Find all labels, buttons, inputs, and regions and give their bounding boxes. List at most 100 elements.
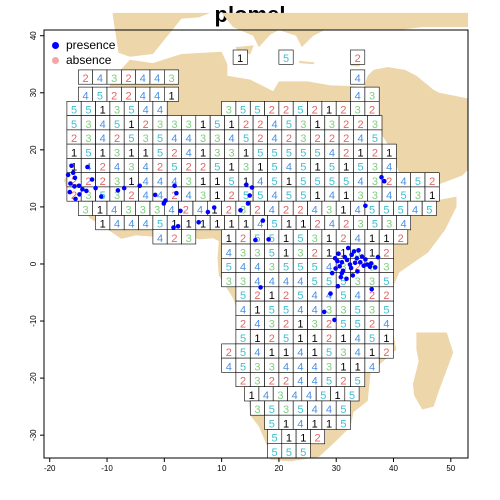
grid-cell-code: 1: [315, 190, 321, 202]
grid-cell-code: 5: [71, 105, 77, 117]
grid-cell-code: 4: [140, 73, 146, 85]
grid-cell-code: 2: [340, 105, 346, 117]
grid-cell-code: 5: [286, 147, 292, 159]
grid-cell-code: 1: [71, 147, 77, 159]
presence-point: [339, 260, 345, 265]
grid-cell-code: 4: [254, 319, 260, 331]
grid-cell-code: 5: [272, 147, 278, 159]
grid-cell-code: 5: [326, 276, 332, 288]
grid-cell-code: 4: [369, 361, 375, 373]
grid-cell-code: 2: [269, 105, 275, 117]
grid-cell-code: 3: [269, 361, 275, 373]
grid-cell-code: 2: [157, 162, 163, 174]
grid-cell-code: 4: [286, 162, 292, 174]
grid-cell: [181, 229, 197, 245]
grid-cell-code: 4: [171, 176, 177, 188]
grid-cell-code: 5: [297, 105, 303, 117]
grid-cell-code: 5: [312, 262, 318, 274]
grid-cells-layer: 1 5 22 4 3 2 4 4 3 44 5 2 2 4 4 1 4 35 5 1 3 5 4 4 3 5 5 2 2 5 2 1 2 3 25 3…: [66, 49, 440, 459]
presence-point: [347, 262, 353, 267]
grid-cell-code: 4: [154, 90, 160, 102]
grid-cell-code: 4: [312, 404, 318, 416]
grid-cell-code: 1: [386, 147, 392, 159]
grid-cell-code: 2: [171, 233, 177, 245]
presence-point: [174, 190, 179, 196]
presence-point: [350, 273, 356, 278]
grid-cell-code: 2: [343, 133, 349, 145]
grid-cell-code: 2: [372, 147, 378, 159]
grid-cell-code: 4: [269, 276, 275, 288]
grid-cell-code: 1: [143, 147, 149, 159]
legend-absence-label: absence: [66, 53, 112, 67]
grid-cell-code: 3: [300, 133, 306, 145]
grid-cell-code: 1: [326, 105, 332, 117]
grid-cell-code: 4: [412, 205, 418, 217]
grid-cell-code: 5: [157, 147, 163, 159]
grid-cell: [364, 357, 380, 373]
grid-cell-code: 2: [257, 133, 263, 145]
grid-cell-code: 5: [240, 105, 246, 117]
grid-cell-code: 5: [349, 390, 355, 402]
grid-cell-code: 5: [340, 290, 346, 302]
grid-cell-code: 1: [383, 233, 389, 245]
grid-cell-code: 3: [128, 162, 134, 174]
grid-cell-code: 3: [326, 304, 332, 316]
grid-cell-code: 2: [312, 247, 318, 259]
grid-cell-code: 3: [82, 205, 88, 217]
grid-cell-code: 5: [340, 419, 346, 431]
grid-cell-code: 5: [229, 176, 235, 188]
grid-cell-code: 5: [286, 119, 292, 131]
grid-cell-code: 3: [326, 205, 332, 217]
grid-cell: [310, 429, 325, 445]
grid-cell-code: 2: [254, 290, 260, 302]
grid-cell-code: 5: [343, 176, 349, 188]
grid-cell-code: 4: [254, 262, 260, 274]
grid-cell-code: 4: [240, 262, 246, 274]
grid-cell-code: 2: [315, 433, 321, 445]
presence-point: [336, 251, 341, 256]
grid-cell-code: 3: [369, 90, 375, 102]
grid-cell-code: 2: [240, 233, 246, 245]
grid-cell-code: 3: [369, 304, 375, 316]
grid-cell-code: 4: [272, 190, 278, 202]
grid-cell-code: 3: [300, 119, 306, 131]
presence-point: [65, 172, 71, 178]
grid-cell-code: 4: [292, 390, 298, 402]
grid-cell-code: 2: [286, 133, 292, 145]
presence-point: [328, 291, 333, 296]
grid-cell-code: 5: [340, 276, 346, 288]
grid-cell-code: 3: [254, 361, 260, 373]
grid-cell-code: 3: [243, 162, 249, 174]
presence-point: [344, 257, 350, 263]
grid-cell-code: 1: [343, 190, 349, 202]
grid-cell-code: 1: [300, 433, 306, 445]
grid-cell-code: 2: [128, 190, 134, 202]
grid-cell-code: 3: [114, 105, 120, 117]
grid-cell-code: 3: [186, 176, 192, 188]
grid-cell-code: 4: [355, 233, 361, 245]
y-tick-label: -30: [29, 429, 38, 441]
grid-cell-code: 4: [272, 119, 278, 131]
grid-cell-code: 5: [128, 105, 134, 117]
presence-point: [260, 218, 266, 223]
grid-cell-code: 3: [269, 319, 275, 331]
grid-cell-code: 1: [100, 219, 106, 231]
grid-cell-code: 1: [286, 219, 292, 231]
grid-cell-code: 5: [372, 219, 378, 231]
grid-cell-code: 5: [300, 176, 306, 188]
grid-cell-code: 4: [326, 262, 332, 274]
grid-cell-code: 1: [326, 419, 332, 431]
presence-point: [258, 285, 263, 290]
grid-cell-code: 2: [257, 119, 263, 131]
y-tick-label: -10: [29, 315, 38, 327]
grid-cell-code: 5: [297, 233, 303, 245]
grid-cell-code: 3: [355, 276, 361, 288]
presence-point: [368, 261, 374, 266]
legend-presence-label: presence: [66, 38, 116, 52]
grid-cell-code: 1: [326, 233, 332, 245]
grid-cell-code: 5: [329, 176, 335, 188]
grid-cell-code: 2: [343, 219, 349, 231]
grid-cell-code: 1: [300, 219, 306, 231]
presence-point: [352, 260, 358, 266]
presence-point: [73, 196, 78, 202]
